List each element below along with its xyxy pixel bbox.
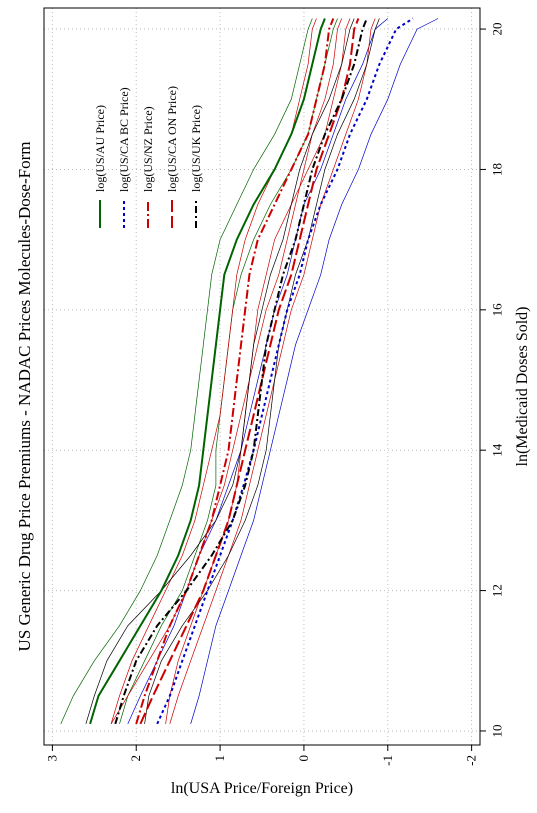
x-tick-label: 20 bbox=[490, 23, 505, 36]
series-line bbox=[139, 18, 360, 725]
series-line bbox=[89, 18, 326, 725]
y-tick-label: -2 bbox=[464, 755, 479, 766]
legend-label: log(US/NZ Price) bbox=[141, 106, 155, 192]
x-tick-label: 14 bbox=[490, 443, 505, 457]
legend: log(US/AU Price) log(US/CA BC Price) log(U… bbox=[93, 86, 203, 228]
series-lines bbox=[89, 17, 414, 725]
ci-upper-line bbox=[110, 18, 317, 725]
x-axis: 10 12 14 16 18 20 bbox=[480, 23, 505, 737]
series-line bbox=[114, 18, 368, 725]
ci-upper-line bbox=[85, 18, 355, 725]
y-tick-label: 1 bbox=[212, 755, 227, 762]
y-tick-label: 2 bbox=[128, 755, 143, 762]
plot-frame bbox=[43, 7, 481, 746]
y-axis-title: ln(USA Price/Foreign Price) bbox=[171, 780, 353, 797]
grid bbox=[44, 8, 480, 745]
y-tick-label: 0 bbox=[296, 755, 311, 762]
chart-title: US Generic Drug Price Premiums - NADAC P… bbox=[15, 142, 34, 652]
series-line bbox=[156, 17, 414, 725]
y-axis: 3 2 1 0 -1 -2 bbox=[44, 745, 479, 766]
x-tick-label: 10 bbox=[490, 724, 505, 737]
ci-upper-line bbox=[127, 18, 389, 725]
x-tick-label: 18 bbox=[490, 163, 505, 176]
ci-lower-line bbox=[144, 18, 380, 724]
x-tick-label: 16 bbox=[490, 303, 505, 317]
x-axis-title: ln(Medicaid Doses Sold) bbox=[514, 307, 531, 467]
ci-lower-line bbox=[169, 18, 376, 725]
y-tick-label: 3 bbox=[44, 755, 59, 762]
legend-label: log(US/AU Price) bbox=[93, 105, 107, 192]
y-tick-label: -1 bbox=[380, 755, 395, 766]
legend-label: log(US/CA BC Price) bbox=[117, 87, 131, 192]
ci-upper-line bbox=[60, 18, 313, 725]
x-tick-label: 12 bbox=[490, 584, 505, 597]
ci-lower-line bbox=[190, 18, 439, 725]
legend-label: log(US/UK Price) bbox=[189, 105, 203, 192]
series-line bbox=[135, 18, 335, 725]
legend-label: log(US/CA ON Price) bbox=[165, 86, 179, 192]
